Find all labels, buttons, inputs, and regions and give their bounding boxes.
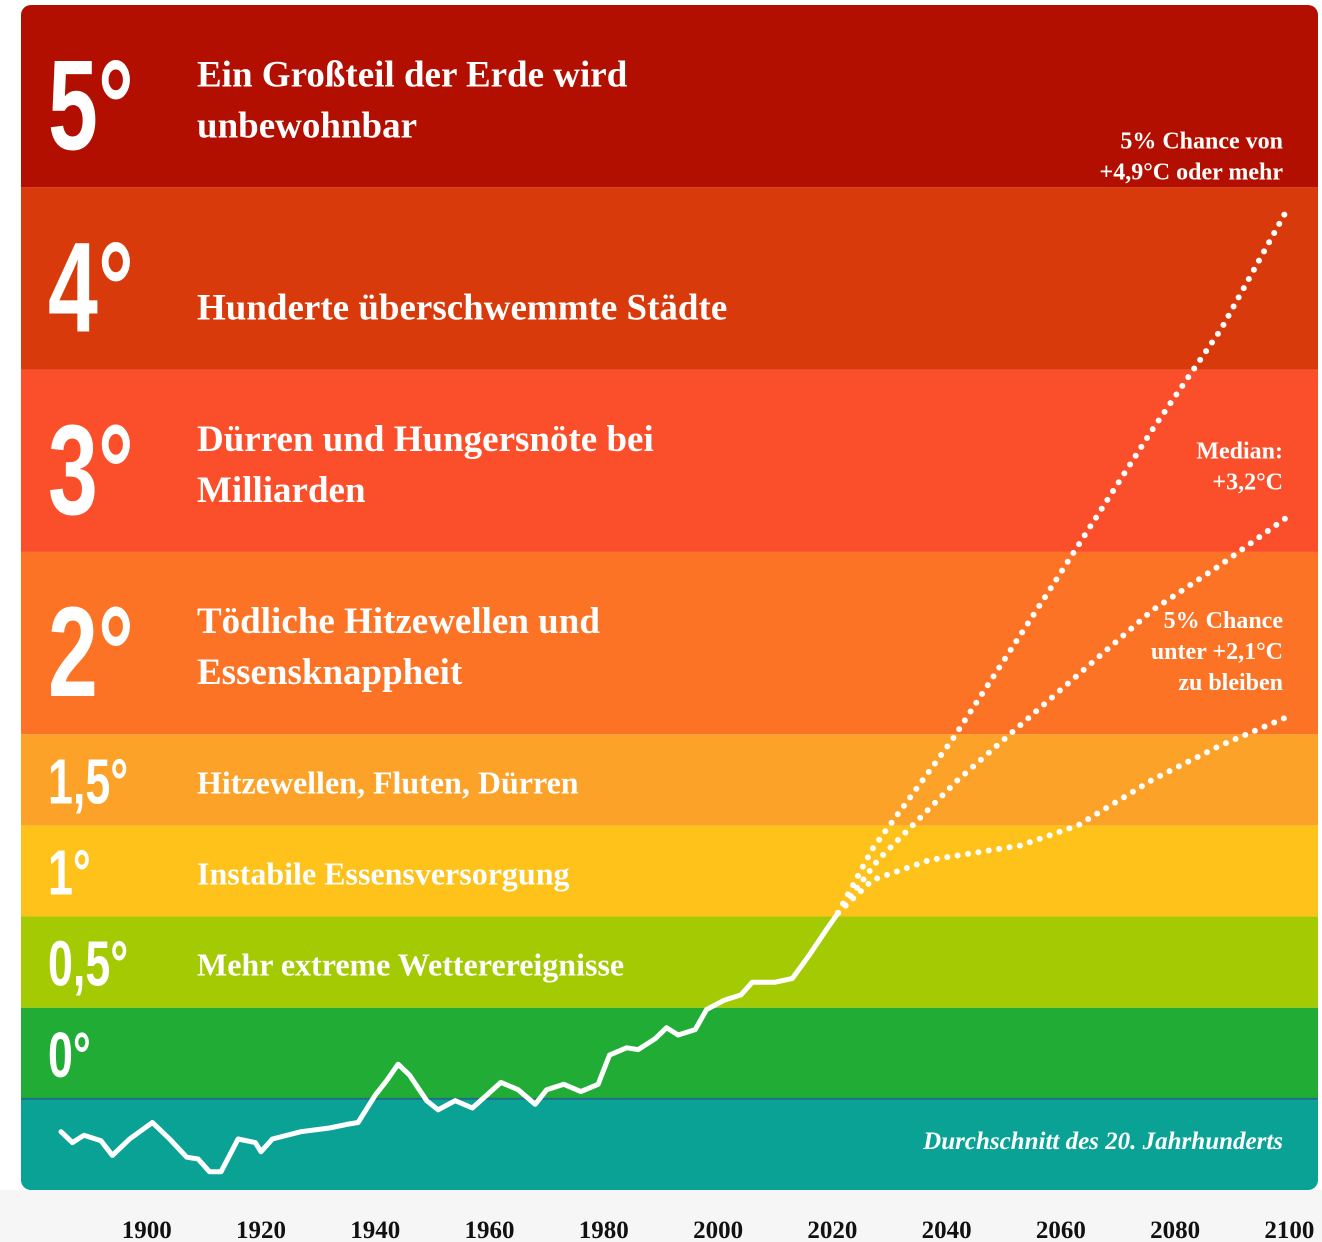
x-tick-label: 1920 [236,1217,286,1242]
x-tick-label: 2100 [1264,1217,1314,1242]
x-tick-label: 1960 [465,1217,515,1242]
x-tick-label: 2060 [1036,1217,1086,1242]
annotation: 5% Chance von [1120,129,1283,155]
series-line [835,713,1293,916]
band-text: Ein Großteil der Erde wird [197,54,628,95]
x-tick-label: 2080 [1150,1217,1200,1242]
band-text: Hunderte überschwemmte Städte [197,288,727,329]
band [21,916,1318,1008]
band [21,369,1318,552]
x-tick-label: 2040 [922,1217,972,1242]
y-tick-label: 0,5° [48,928,128,1000]
x-tick-label: 2020 [807,1217,857,1242]
x-tick-label: 2000 [693,1217,743,1242]
band [21,734,1318,826]
annotation: 5% Chance [1164,608,1284,634]
y-tick-label: 2° [48,582,134,725]
annotation: +4,9°C oder mehr [1100,160,1284,186]
band-text: Mehr extreme Wetterereignisse [197,947,624,983]
band [21,5,1318,188]
series-line [58,910,841,1175]
band [21,825,1318,917]
annotation: Median: [1196,438,1283,464]
band-text: Essensknappheit [197,652,463,693]
x-tick-label: 1980 [579,1217,629,1242]
annotation: unter +2,1°C [1151,639,1283,665]
y-tick-label: 1,5° [48,745,128,817]
annotation: zu bleiben [1178,670,1283,696]
band-text: Tödliche Hitzewellen und [197,601,600,642]
series-line [835,202,1293,916]
y-tick-label: 5° [48,35,134,178]
band-text: Hitzewellen, Fluten, Dürren [197,764,579,800]
plot-area: Durchschnitt des 20. Jahrhunderts 0° 0,5° M… [21,5,1318,1190]
band [21,551,1318,735]
band [21,1007,1318,1099]
axis-strip [0,1190,1322,1242]
band-text: Milliarden [197,470,366,511]
y-tick-label: 0° [48,1019,91,1091]
band-note: Durchschnitt des 20. Jahrhunderts [922,1128,1283,1155]
x-tick-label: 1940 [350,1217,400,1242]
y-tick-label: 1° [48,837,91,909]
x-tick-label: 1900 [122,1217,172,1242]
band-text: unbewohnbar [197,105,417,146]
band-text: Dürren und Hungersnöte bei [197,419,654,460]
band-text: Instabile Essensversorgung [197,856,570,892]
y-tick-label: 4° [48,217,134,360]
annotation: +3,2°C [1212,469,1283,495]
y-tick-label: 3° [48,399,134,542]
band [21,187,1318,370]
